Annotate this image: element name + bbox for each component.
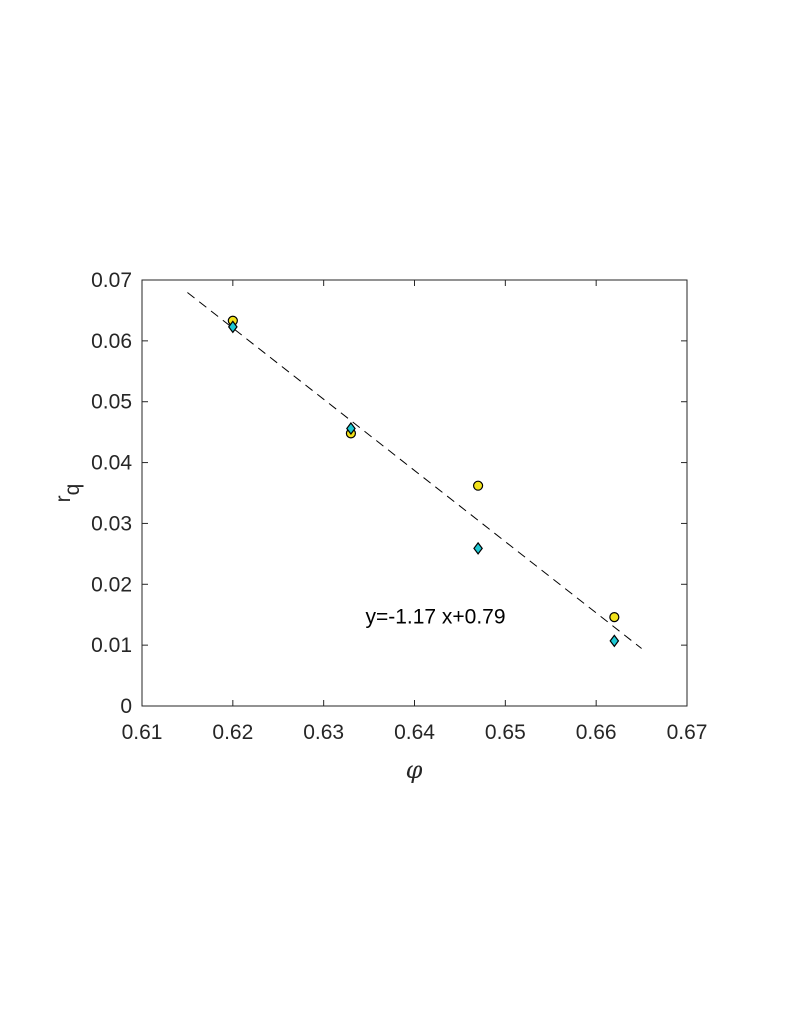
x-axis-title: φ [406, 756, 423, 784]
data-point-diamond [346, 421, 356, 435]
x-tick-label: 0.66 [576, 721, 617, 744]
svg-text:rq: rq [52, 484, 84, 503]
y-tick-label: 0.06 [91, 330, 132, 353]
x-tick-label: 0.63 [303, 721, 344, 744]
x-tick-label: 0.62 [212, 721, 253, 744]
fit-line [187, 292, 642, 649]
data-point-circle [609, 612, 620, 623]
y-tick-label: 0.02 [91, 573, 132, 596]
data-point-circle [472, 480, 484, 491]
y-tick-label: 0 [120, 695, 132, 718]
y-tick-label: 0.05 [91, 391, 132, 414]
plot-area [142, 280, 687, 706]
y-tick-label: 0.03 [91, 512, 132, 535]
x-tick-label: 0.61 [122, 721, 163, 744]
data-point-diamond [609, 634, 620, 648]
y-axis-title: rq [52, 484, 84, 503]
y-axis-title-main: r [52, 495, 75, 502]
x-tick-label: 0.65 [485, 721, 526, 744]
y-tick-label: 0.04 [91, 452, 132, 475]
y-tick-label: 0.01 [91, 634, 132, 657]
data-point-diamond [473, 541, 483, 555]
data-point-diamond [227, 320, 238, 334]
x-tick-label: 0.64 [394, 721, 435, 744]
y-tick-label: 0.07 [91, 269, 132, 292]
x-tick-label: 0.67 [667, 721, 708, 744]
y-axis-title-subscript: q [61, 484, 84, 496]
annotation: y=-1.17 x+0.79 [365, 606, 505, 629]
